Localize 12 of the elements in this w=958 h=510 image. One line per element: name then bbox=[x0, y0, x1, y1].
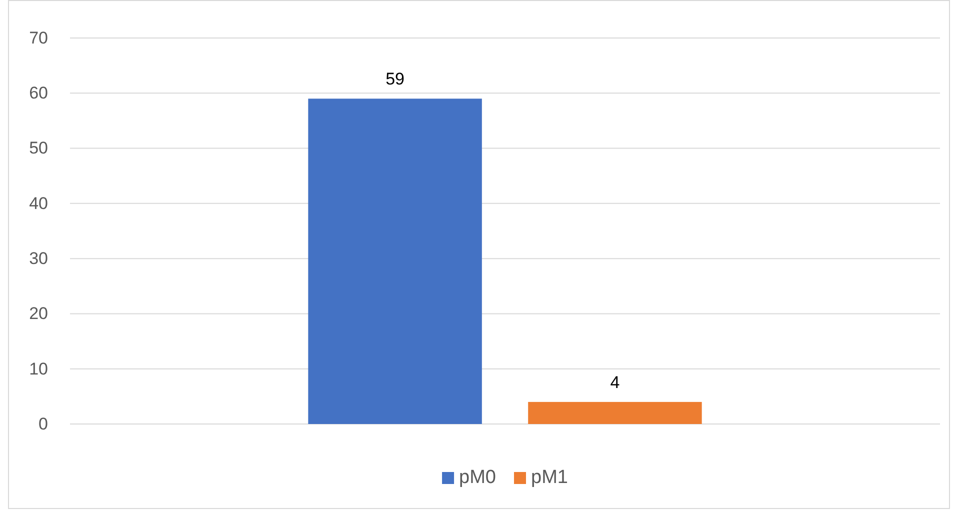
y-tick-label: 20 bbox=[29, 304, 48, 324]
y-tick-label: 70 bbox=[29, 28, 48, 48]
y-tick-label: 40 bbox=[29, 194, 48, 213]
data-label: 4 bbox=[610, 372, 620, 392]
legend-label: pM0 bbox=[459, 467, 496, 488]
y-tick-label: 60 bbox=[29, 84, 48, 103]
y-tick-label: 0 bbox=[38, 414, 48, 434]
data-label: 59 bbox=[386, 70, 404, 89]
y-tick-label: 10 bbox=[29, 359, 48, 378]
y-tick-label: 30 bbox=[29, 249, 48, 268]
legend-label: pM1 bbox=[531, 467, 568, 488]
y-tick-label: 50 bbox=[29, 138, 48, 158]
